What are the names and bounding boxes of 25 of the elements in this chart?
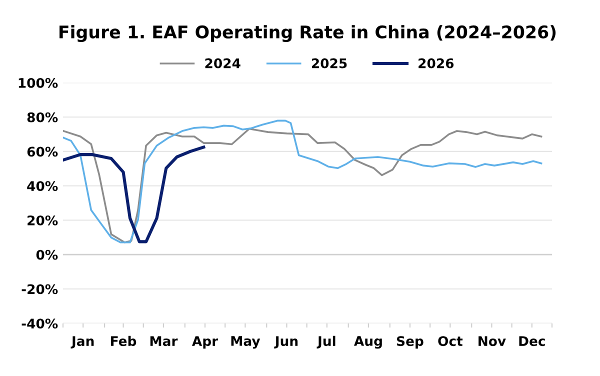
x-tick-label: Aug — [354, 336, 382, 349]
x-tick-label: Mar — [150, 336, 178, 346]
y-tick-label: 0% — [36, 250, 58, 260]
x-tick-label: Sep — [396, 336, 424, 349]
y-tick-label: 60% — [27, 146, 58, 157]
legend-label: 2025 — [312, 58, 347, 68]
y-tick-label: 40% — [27, 181, 58, 192]
y-tick-label: 80% — [27, 112, 58, 122]
legend-label: 2024 — [205, 58, 240, 68]
chart-title: Figure 1. EAF Operating Rate in China (2024–2026) — [60, 25, 556, 42]
x-tick-label: Jun — [274, 336, 298, 349]
x-tick-label: Nov — [478, 336, 506, 346]
x-tick-label: Feb — [111, 336, 136, 346]
x-tick-label: Jan — [70, 336, 94, 349]
legend-label: 2026 — [418, 58, 454, 68]
y-tick-label: -20% — [22, 284, 58, 294]
line-series — [63, 146, 206, 244]
y-tick-label: 100% — [18, 78, 58, 88]
x-tick-label: Dec — [519, 336, 545, 346]
y-tick-label: 20% — [28, 215, 58, 226]
x-tick-label: Apr — [192, 336, 218, 349]
x-tick-label: May — [231, 336, 260, 349]
x-tick-label: Oct — [438, 336, 463, 346]
x-tick-label: Jul — [316, 336, 336, 349]
y-tick-label: -40% — [22, 318, 58, 329]
